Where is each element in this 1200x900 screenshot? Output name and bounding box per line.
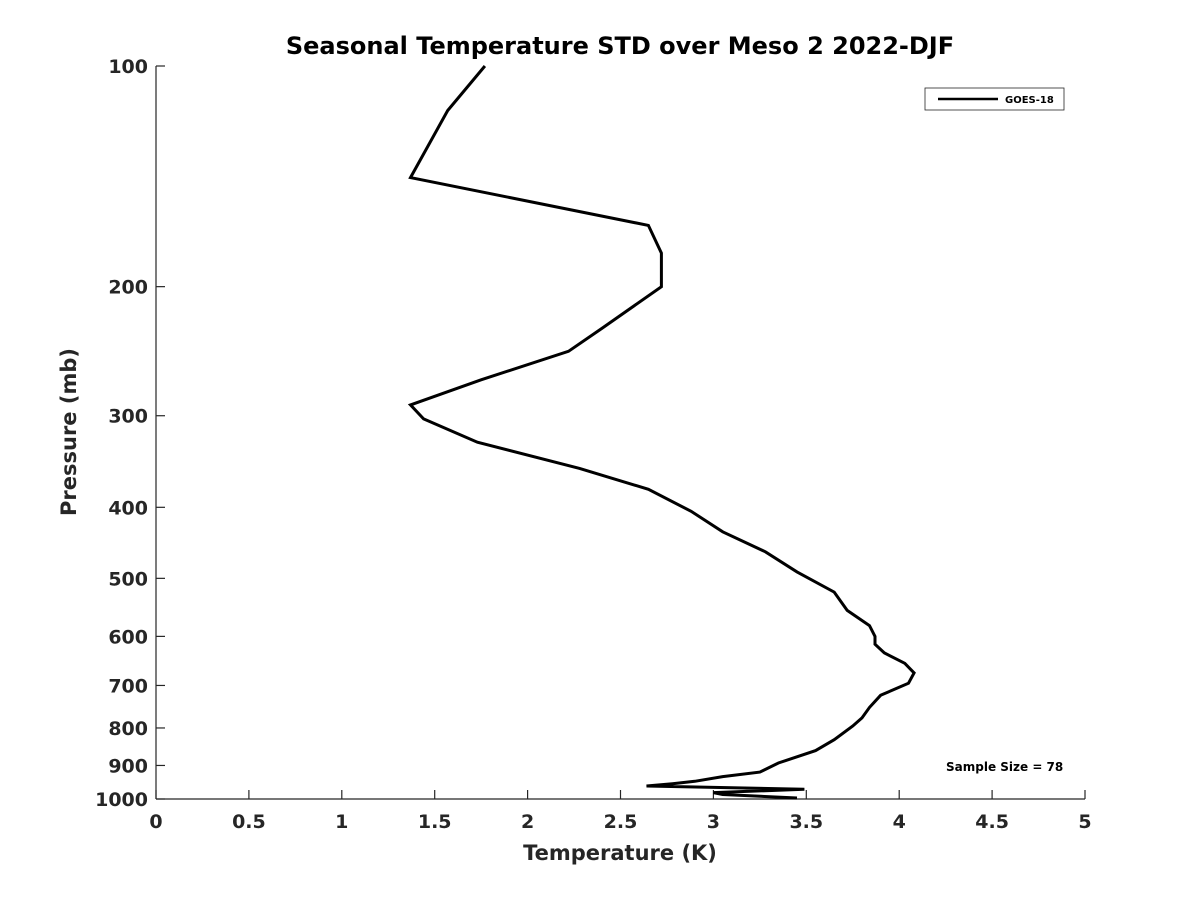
chart-title: Seasonal Temperature STD over Meso 2 202… xyxy=(286,32,954,60)
x-tick-label: 2 xyxy=(521,811,534,833)
x-tick-label: 3.5 xyxy=(789,811,823,833)
x-tick-label: 1.5 xyxy=(418,811,452,833)
x-axis-label: Temperature (K) xyxy=(523,841,717,865)
y-tick-label: 900 xyxy=(108,755,148,777)
y-tick-label: 700 xyxy=(108,675,148,697)
x-tick-label: 3 xyxy=(707,811,720,833)
x-tick-label: 4 xyxy=(893,811,906,833)
y-tick-label: 1000 xyxy=(95,789,148,811)
y-tick-label: 500 xyxy=(108,568,148,590)
plot-area: 0 0.5 1 1.5 2 2.5 3 3.5 4 4.5 5 100 200 300 400 500 600… xyxy=(95,56,1092,833)
legend: GOES-18 xyxy=(924,87,1065,111)
series-layer xyxy=(407,65,916,800)
series-line-goes-18 xyxy=(407,65,916,800)
x-axis-ticks: 0 0.5 1 1.5 2 2.5 3 3.5 4 4.5 5 xyxy=(149,790,1092,833)
y-tick-label: 100 xyxy=(108,56,148,78)
x-tick-label: 5 xyxy=(1078,811,1091,833)
x-tick-label: 0 xyxy=(149,811,162,833)
y-axis-ticks: 100 200 300 400 500 600 700 800 900 1000 xyxy=(95,56,165,811)
x-tick-label: 1 xyxy=(335,811,348,833)
y-tick-label: 400 xyxy=(108,497,148,519)
legend-label: GOES-18 xyxy=(1005,95,1054,106)
y-tick-label: 600 xyxy=(108,626,148,648)
y-tick-label: 800 xyxy=(108,718,148,740)
y-axis-label: Pressure (mb) xyxy=(57,348,81,516)
y-tick-label: 300 xyxy=(108,406,148,428)
x-tick-label: 4.5 xyxy=(975,811,1009,833)
x-tick-label: 0.5 xyxy=(232,811,266,833)
y-tick-label: 200 xyxy=(108,277,148,299)
sample-size-annotation: Sample Size = 78 xyxy=(946,760,1063,774)
x-tick-label: 2.5 xyxy=(604,811,638,833)
